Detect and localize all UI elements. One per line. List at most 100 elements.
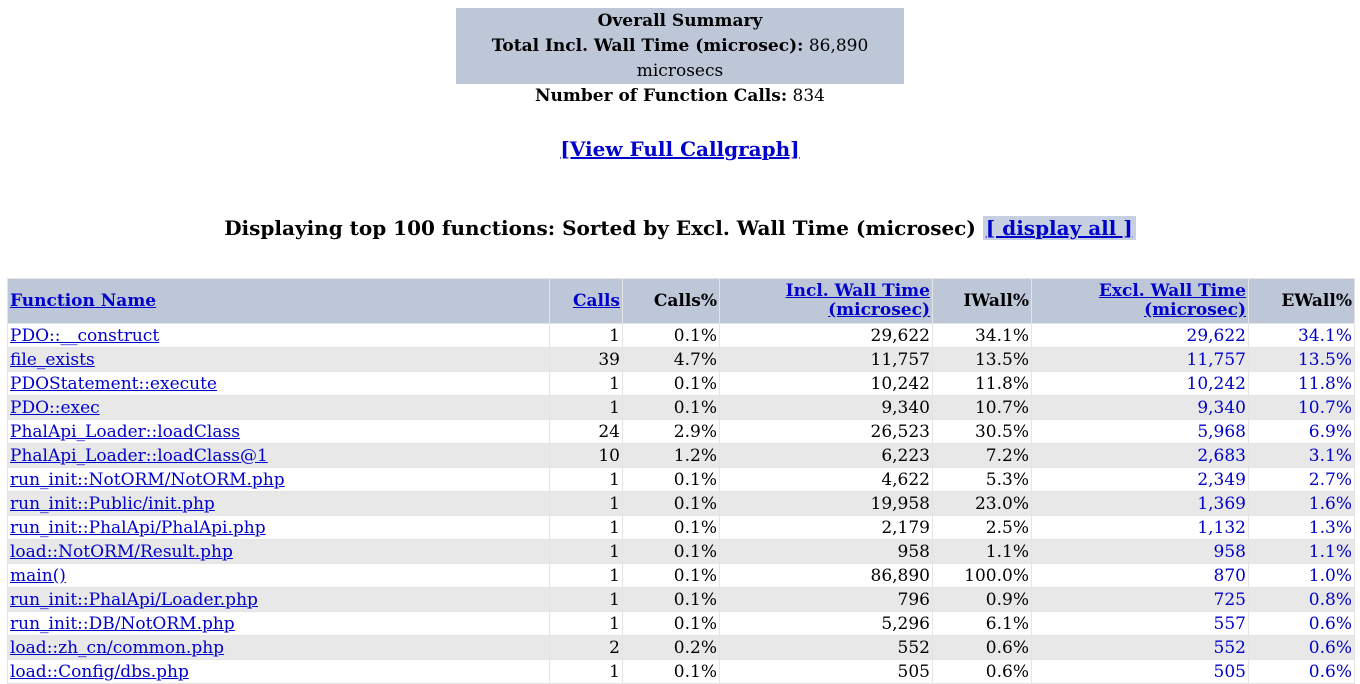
incl-wall-cell: 505 [719,659,933,684]
excl-wall-cell: 958 [1031,539,1249,564]
header-iwall-pct: IWall% [932,278,1032,324]
ewall-pct-cell: 1.0% [1248,563,1355,588]
summary-wall-label: Total Incl. Wall Time (microsec): [491,36,804,56]
ewall-pct-cell: 0.8% [1248,587,1355,612]
function-link[interactable]: run_init::PhalApi/Loader.php [10,589,258,610]
incl-wall-cell: 2,179 [719,515,933,540]
calls-cell: 1 [549,323,623,348]
calls-cell: 1 [549,587,623,612]
header-excl-wall-time[interactable]: Excl. Wall Time (microsec) [1031,278,1249,324]
iwall-pct-cell: 6.1% [932,611,1032,636]
iwall-pct-cell: 10.7% [932,395,1032,420]
calls-pct-cell: 0.1% [622,563,720,588]
header-function-name[interactable]: Function Name [7,278,550,324]
excl-wall-cell: 10,242 [1031,371,1249,396]
calls-pct-cell: 0.1% [622,323,720,348]
iwall-pct-cell: 2.5% [932,515,1032,540]
calls-pct-cell: 2.9% [622,419,720,444]
table-row: PhalApi_Loader::loadClass 24 2.9% 26,523 30.… [7,419,1355,444]
header-incl-wall-time[interactable]: Incl. Wall Time (microsec) [719,278,933,324]
function-name-cell: PhalApi_Loader::loadClass [7,419,550,444]
calls-cell: 1 [549,539,623,564]
table-row: run_init::NotORM/NotORM.php 1 0.1% 4,622 5.3… [7,467,1355,492]
excl-wall-cell: 11,757 [1031,347,1249,372]
ewall-pct-cell: 0.6% [1248,659,1355,684]
incl-wall-cell: 9,340 [719,395,933,420]
display-all-link[interactable]: [ display all ] [982,216,1136,240]
function-name-cell: file_exists [7,347,550,372]
summary-wall-value: 86,890 microsecs [636,36,869,81]
function-name-cell: load::Config/dbs.php [7,659,550,684]
function-link[interactable]: load::zh_cn/common.php [10,637,225,658]
incl-wall-cell: 5,296 [719,611,933,636]
iwall-pct-cell: 0.9% [932,587,1032,612]
table-row: PhalApi_Loader::loadClass@1 10 1.2% 6,223 7.… [7,443,1355,468]
calls-cell: 1 [549,467,623,492]
iwall-pct-cell: 23.0% [932,491,1032,516]
function-link[interactable]: PhalApi_Loader::loadClass [10,421,240,442]
table-row: run_init::Public/init.php 1 0.1% 19,958 23.0… [7,491,1355,516]
function-link[interactable]: load::NotORM/Result.php [10,541,233,562]
function-name-cell: run_init::PhalApi/Loader.php [7,587,550,612]
sort-calls-link[interactable]: Calls [572,290,620,311]
function-name-cell: run_init::DB/NotORM.php [7,611,550,636]
summary-calls-value: 834 [792,86,825,106]
iwall-pct-cell: 11.8% [932,371,1032,396]
incl-wall-cell: 958 [719,539,933,564]
summary-title: Overall Summary [597,11,763,31]
function-link[interactable]: main() [10,565,66,586]
calls-pct-cell: 4.7% [622,347,720,372]
excl-wall-cell: 725 [1031,587,1249,612]
sort-excl-wall-link[interactable]: Excl. Wall Time (microsec) [1099,281,1246,320]
excl-wall-cell: 1,132 [1031,515,1249,540]
incl-wall-cell: 552 [719,635,933,660]
calls-cell: 2 [549,635,623,660]
sort-incl-wall-link[interactable]: Incl. Wall Time (microsec) [786,281,930,320]
sort-function-name-link[interactable]: Function Name [10,290,157,311]
view-full-callgraph-link[interactable]: [View Full Callgraph] [560,137,800,161]
function-link[interactable]: PhalApi_Loader::loadClass@1 [10,445,268,466]
table-heading: Displaying top 100 functions: Sorted by … [0,214,1360,242]
incl-wall-cell: 10,242 [719,371,933,396]
table-row: load::NotORM/Result.php 1 0.1% 958 1.1% 958 1.… [7,539,1355,564]
excl-wall-cell: 29,622 [1031,323,1249,348]
header-calls[interactable]: Calls [549,278,623,324]
excl-wall-cell: 9,340 [1031,395,1249,420]
iwall-pct-cell: 30.5% [932,419,1032,444]
function-link[interactable]: run_init::DB/NotORM.php [10,613,235,634]
function-link[interactable]: PDOStatement::execute [10,373,217,394]
ewall-pct-cell: 11.8% [1248,371,1355,396]
calls-cell: 1 [549,563,623,588]
ewall-pct-cell: 1.6% [1248,491,1355,516]
function-table: Function Name Calls Calls% Incl. Wall Ti… [7,278,1355,684]
header-calls-pct: Calls% [622,278,720,324]
calls-cell: 1 [549,491,623,516]
incl-wall-line1: Incl. Wall Time [785,281,930,301]
function-table-body: PDO::__construct 1 0.1% 29,622 34.1% 29,622 34… [7,323,1355,684]
ewall-pct-cell: 3.1% [1248,443,1355,468]
calls-pct-cell: 0.1% [622,491,720,516]
ewall-pct-cell: 0.6% [1248,635,1355,660]
function-link[interactable]: run_init::NotORM/NotORM.php [10,469,285,490]
function-name-cell: load::NotORM/Result.php [7,539,550,564]
sort-description: Displaying top 100 functions: Sorted by … [224,216,976,240]
function-link[interactable]: load::Config/dbs.php [10,661,189,682]
iwall-pct-cell: 34.1% [932,323,1032,348]
function-link[interactable]: run_init::Public/init.php [10,493,215,514]
incl-wall-cell: 19,958 [719,491,933,516]
ewall-pct-cell: 10.7% [1248,395,1355,420]
incl-wall-cell: 86,890 [719,563,933,588]
excl-wall-cell: 870 [1031,563,1249,588]
excl-wall-line1: Excl. Wall Time [1098,281,1246,301]
function-link[interactable]: PDO::exec [10,397,100,418]
function-link[interactable]: run_init::PhalApi/PhalApi.php [10,517,266,538]
excl-wall-cell: 1,369 [1031,491,1249,516]
calls-cell: 39 [549,347,623,372]
function-name-cell: run_init::PhalApi/PhalApi.php [7,515,550,540]
function-name-cell: main() [7,563,550,588]
calls-pct-cell: 0.1% [622,587,720,612]
ewall-pct-cell: 13.5% [1248,347,1355,372]
function-link[interactable]: PDO::__construct [10,325,160,346]
function-link[interactable]: file_exists [10,349,95,370]
excl-wall-cell: 557 [1031,611,1249,636]
